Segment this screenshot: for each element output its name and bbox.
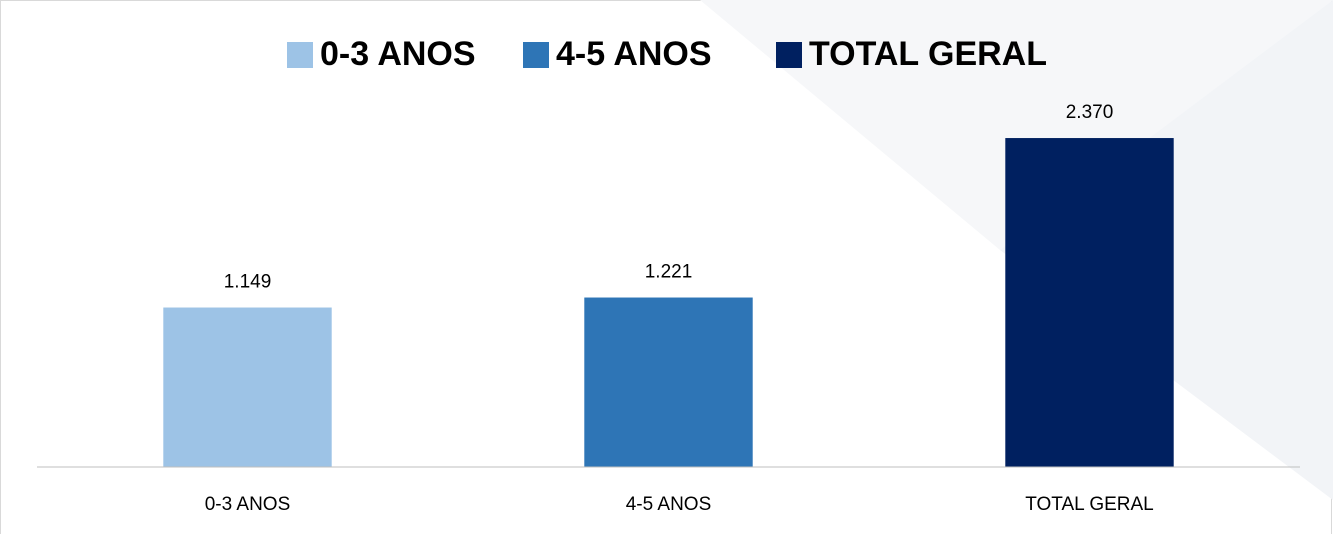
legend-swatch bbox=[287, 42, 313, 68]
data-label: 2.370 bbox=[1066, 102, 1114, 123]
background-shape bbox=[700, 0, 1333, 250]
x-tick-label: 0-3 ANOS bbox=[205, 494, 291, 515]
bar bbox=[584, 297, 753, 467]
legend-swatch bbox=[523, 42, 549, 68]
data-label: 1.221 bbox=[645, 262, 693, 283]
bar bbox=[163, 307, 332, 467]
x-tick-label: 4-5 ANOS bbox=[626, 494, 712, 515]
bar bbox=[1005, 138, 1174, 467]
data-label: 1.149 bbox=[224, 272, 272, 293]
legend-label: 0-3 ANOS bbox=[320, 35, 476, 73]
x-tick-label: TOTAL GERAL bbox=[1025, 494, 1153, 515]
legend-swatch bbox=[776, 42, 802, 68]
legend-label: 4-5 ANOS bbox=[556, 35, 712, 73]
legend-label: TOTAL GERAL bbox=[809, 35, 1047, 73]
